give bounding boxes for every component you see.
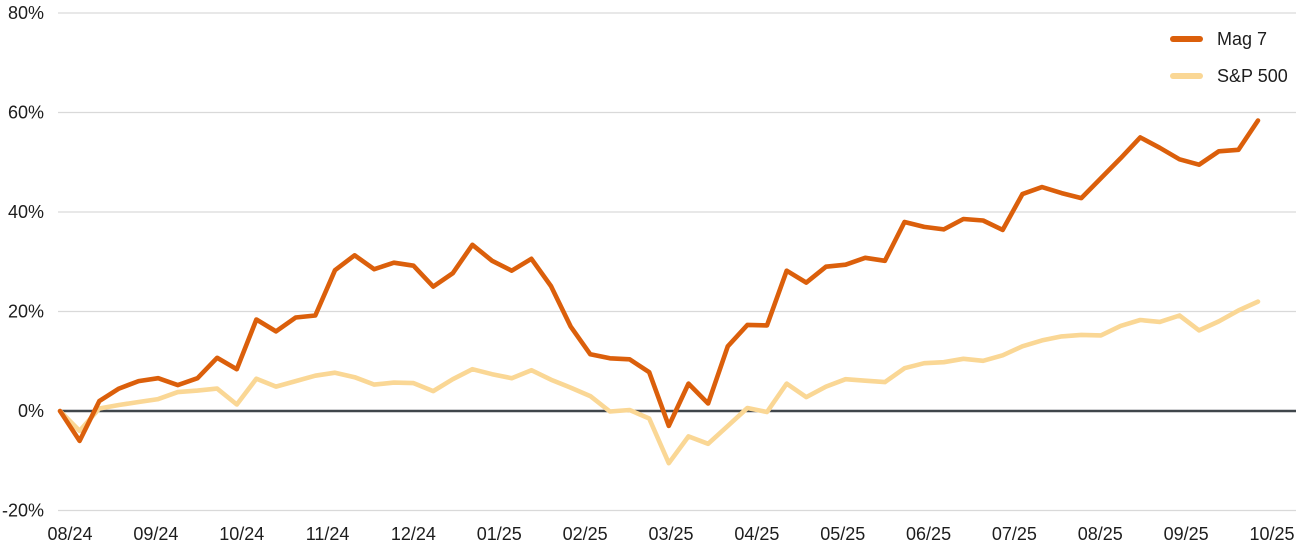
x-tick-label: 06/25 bbox=[906, 524, 951, 544]
y-tick-label: -20% bbox=[2, 501, 44, 521]
chart-legend: Mag 7 S&P 500 bbox=[1170, 29, 1288, 103]
y-tick-label: 0% bbox=[18, 401, 44, 421]
legend-item-sp500: S&P 500 bbox=[1170, 66, 1288, 86]
x-tick-label: 05/25 bbox=[820, 524, 865, 544]
legend-label-sp500: S&P 500 bbox=[1217, 66, 1288, 86]
x-tick-label: 12/24 bbox=[391, 524, 436, 544]
x-tick-label: 04/25 bbox=[734, 524, 779, 544]
x-tick-label: 09/25 bbox=[1164, 524, 1209, 544]
x-tick-label: 01/25 bbox=[477, 524, 522, 544]
x-tick-label: 09/24 bbox=[133, 524, 178, 544]
y-tick-label: 80% bbox=[8, 3, 44, 23]
y-tick-label: 20% bbox=[8, 302, 44, 322]
x-tick-label: 10/25 bbox=[1249, 524, 1294, 544]
legend-item-mag7: Mag 7 bbox=[1170, 29, 1288, 49]
x-tick-label: 03/25 bbox=[648, 524, 693, 544]
mag7-line bbox=[57, 118, 1261, 444]
x-tick-label: 10/24 bbox=[219, 524, 264, 544]
mag7-line-swatch-icon bbox=[1170, 36, 1203, 42]
x-tick-label: 02/25 bbox=[563, 524, 608, 544]
legend-label-mag7: Mag 7 bbox=[1217, 29, 1268, 49]
x-tick-label: 08/24 bbox=[47, 524, 92, 544]
sp500-line-swatch-icon bbox=[1170, 73, 1203, 79]
sp500-line bbox=[57, 299, 1261, 466]
x-tick-label: 08/25 bbox=[1078, 524, 1123, 544]
x-tick-label: 07/25 bbox=[992, 524, 1037, 544]
y-tick-label: 60% bbox=[8, 103, 44, 123]
x-tick-label: 11/24 bbox=[306, 524, 350, 544]
y-tick-label: 40% bbox=[8, 202, 44, 222]
